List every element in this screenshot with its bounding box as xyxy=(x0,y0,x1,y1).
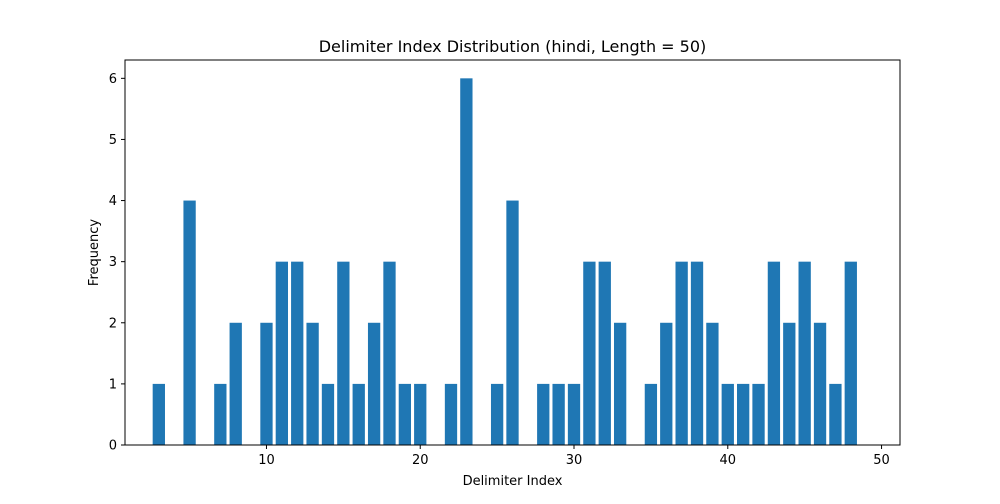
bar-40 xyxy=(721,383,734,445)
bar-17 xyxy=(367,322,381,445)
bar-37 xyxy=(675,261,688,445)
x-tick-label: 10 xyxy=(258,453,275,468)
bar-45 xyxy=(798,261,811,445)
bar-46 xyxy=(813,322,827,445)
x-axis-label: Delimiter Index xyxy=(463,474,563,489)
bar-8 xyxy=(229,322,242,445)
bar-22 xyxy=(444,383,458,445)
bar-28 xyxy=(537,383,550,445)
bar-15 xyxy=(337,261,350,445)
bar-48 xyxy=(844,261,857,445)
bar-44 xyxy=(783,322,796,445)
bar-30 xyxy=(567,383,581,445)
bar-7 xyxy=(214,383,227,445)
bar-29 xyxy=(552,383,565,445)
bar-3 xyxy=(152,383,165,445)
y-tick-label: 6 xyxy=(109,72,117,87)
y-tick-label: 1 xyxy=(109,377,117,392)
x-tick-label: 40 xyxy=(720,453,737,468)
x-tick-label: 50 xyxy=(873,453,890,468)
y-tick-label: 2 xyxy=(109,316,117,331)
bar-33 xyxy=(613,322,627,445)
bar-14 xyxy=(321,383,335,445)
bar-31 xyxy=(583,261,596,445)
bar-20 xyxy=(414,383,427,445)
bar-5 xyxy=(183,200,196,445)
bar-10 xyxy=(260,322,273,445)
chart-title: Delimiter Index Distribution (hindi, Len… xyxy=(319,37,707,56)
bar-42 xyxy=(752,383,765,445)
plot-frame xyxy=(124,59,901,446)
y-tick-label: 5 xyxy=(109,133,117,148)
bar-18 xyxy=(383,261,396,445)
bar-41 xyxy=(737,383,750,445)
y-tick-label: 3 xyxy=(109,255,117,270)
bar-38 xyxy=(690,261,704,445)
bar-25 xyxy=(490,383,504,445)
bar-35 xyxy=(644,383,658,445)
bar-16 xyxy=(352,383,365,445)
bar-13 xyxy=(306,322,319,445)
bar-36 xyxy=(660,322,673,445)
x-tick-label: 20 xyxy=(412,453,429,468)
bar-23 xyxy=(460,78,473,445)
bars-group xyxy=(152,78,857,445)
bar-39 xyxy=(706,322,719,445)
y-tick-label: 0 xyxy=(109,439,117,454)
bar-32 xyxy=(598,261,611,445)
y-axis-label: Frequency xyxy=(87,219,102,286)
bar-11 xyxy=(275,261,288,445)
bar-12 xyxy=(291,261,304,445)
y-ticks-group: 0 1 2 3 4 5 6 xyxy=(109,72,125,454)
y-tick-label: 4 xyxy=(109,194,117,209)
bar-26 xyxy=(506,200,519,445)
bar-47 xyxy=(829,383,842,445)
x-tick-label: 30 xyxy=(566,453,583,468)
bar-19 xyxy=(398,383,412,445)
x-ticks-group: 10 20 30 40 50 xyxy=(258,445,890,468)
bar-43 xyxy=(767,261,781,445)
